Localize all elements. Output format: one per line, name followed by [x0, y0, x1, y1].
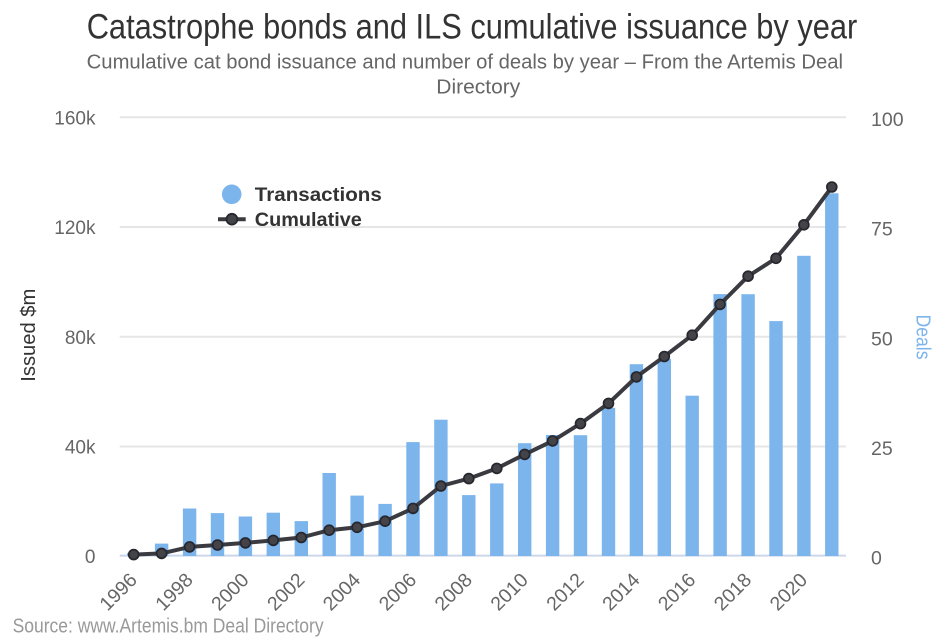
svg-text:Deals: Deals — [912, 315, 934, 360]
svg-text:50: 50 — [871, 328, 893, 350]
svg-text:Transactions: Transactions — [255, 185, 382, 206]
svg-text:Cumulative cat bond issuance a: Cumulative cat bond issuance and number … — [87, 52, 843, 74]
svg-text:100: 100 — [871, 109, 904, 131]
svg-text:0: 0 — [871, 548, 882, 570]
svg-text:25: 25 — [871, 438, 893, 460]
svg-text:75: 75 — [871, 218, 893, 240]
svg-text:Catastrophe bonds and ILS cumu: Catastrophe bonds and ILS cumulative iss… — [87, 8, 858, 47]
svg-text:Directory: Directory — [436, 77, 520, 99]
svg-text:80k: 80k — [65, 328, 96, 349]
svg-text:Issued $m: Issued $m — [18, 289, 40, 382]
svg-text:160k: 160k — [54, 108, 96, 129]
svg-text:120k: 120k — [54, 218, 96, 239]
svg-text:Source: www.Artemis.bm Deal Di: Source: www.Artemis.bm Deal Directory — [13, 615, 324, 637]
svg-text:Cumulative: Cumulative — [255, 210, 362, 231]
svg-text:0: 0 — [85, 547, 96, 568]
svg-text:40k: 40k — [65, 437, 96, 458]
